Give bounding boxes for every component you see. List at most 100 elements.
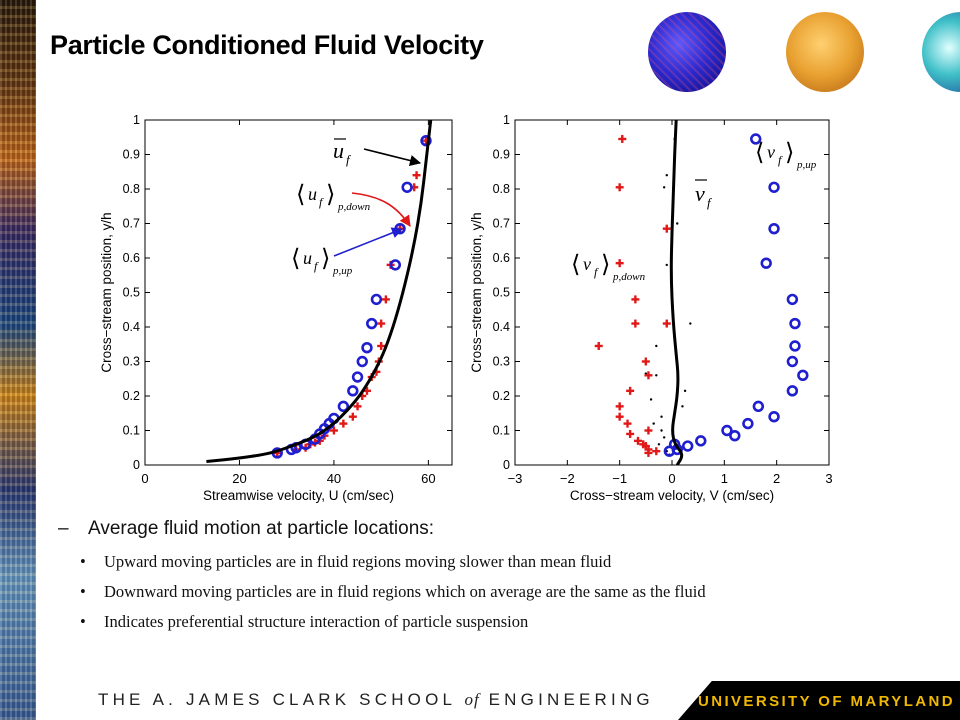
bullet-list: – Average fluid motion at particle locati…	[58, 518, 938, 642]
down-particle-point	[615, 183, 624, 192]
mean-fluid-velocity-line	[669, 119, 684, 466]
svg-text:v: v	[695, 181, 705, 206]
x-tick-label: 2	[773, 471, 780, 486]
up-particle-point	[351, 371, 364, 383]
decorative-orb-blue	[648, 12, 726, 92]
mean-sample-dot	[649, 398, 653, 401]
down-particle-point	[615, 402, 624, 411]
annotation-down-right: ⟨ v f ⟩ p,down	[571, 252, 646, 283]
down-particle-point	[623, 419, 632, 428]
up-particle-point	[752, 400, 765, 413]
svg-text:f: f	[594, 265, 599, 279]
down-particle-point	[652, 447, 661, 456]
mean-sample-dot	[652, 422, 655, 425]
svg-text:p,up: p,up	[332, 265, 353, 277]
decorative-orb-gold	[786, 12, 864, 92]
up-particle-point	[366, 317, 378, 330]
up-particle-point	[721, 424, 733, 437]
up-particle-point	[347, 385, 359, 397]
svg-text:⟨: ⟨	[571, 252, 580, 278]
y-tick-label: 0	[503, 458, 510, 472]
y-tick-label: 0.2	[493, 389, 510, 403]
down-particle-point	[377, 319, 386, 328]
x-axis-label: Streamwise velocity, U (cm/sec)	[203, 488, 394, 503]
svg-text:⟨: ⟨	[755, 140, 764, 166]
mean-sample-dot	[665, 174, 668, 177]
down-particle-point	[412, 171, 421, 180]
svg-text:p,down: p,down	[612, 271, 646, 283]
y-tick-label: 0.1	[123, 424, 140, 438]
slide-title: Particle Conditioned Fluid Velocity	[50, 30, 484, 60]
svg-text:v: v	[767, 142, 775, 162]
down-particle-point	[662, 319, 671, 328]
mean-sample-dot	[689, 322, 692, 325]
mean-sample-dot	[665, 263, 668, 267]
left-plot-frame	[144, 119, 453, 466]
down-particle-point	[615, 259, 624, 268]
svg-text:⟩: ⟩	[326, 182, 335, 208]
mean-sample-dot	[683, 389, 687, 393]
y-tick-label: 0.3	[123, 355, 140, 369]
bullet-main: – Average fluid motion at particle locati…	[58, 518, 435, 539]
up-particle-point	[695, 435, 707, 447]
down-particle-point	[381, 295, 390, 304]
down-particle-point	[615, 412, 624, 421]
up-particle-point	[370, 293, 383, 306]
svg-text:f: f	[778, 153, 783, 167]
up-particle-point	[768, 222, 780, 235]
y-tick-label: 0.5	[493, 286, 510, 300]
svg-text:f: f	[707, 195, 713, 210]
svg-text:⟨: ⟨	[291, 246, 300, 272]
down-particle-point	[377, 341, 386, 350]
y-tick-label: 0.9	[123, 148, 140, 162]
y-tick-label: 0.8	[123, 182, 140, 196]
annotation-up-left: ⟨ u f ⟩ p,up	[291, 227, 404, 277]
down-particle-point	[631, 295, 640, 304]
annotation-mean-right: v f	[695, 179, 713, 210]
footer-black-band	[678, 681, 960, 720]
up-particle-point	[786, 355, 799, 368]
down-particle-point	[618, 134, 627, 143]
svg-text:⟩: ⟩	[321, 246, 330, 272]
svg-text:v: v	[583, 254, 591, 274]
mean-sample-dot	[662, 186, 666, 189]
svg-text:⟩: ⟩	[785, 140, 794, 166]
down-particle-point	[631, 319, 640, 328]
cross-stream-velocity-chart: −3 −2 −1 0 1 2 3 0 0.1 0.2 0.3 0.4 0.5 0.6 0.7 0.8 0.9 1 C…	[469, 113, 833, 503]
up-particle-point	[389, 259, 402, 271]
x-tick-label: 40	[327, 471, 341, 486]
footer-school-a: THE A. JAMES CLARK SCHOOL	[98, 690, 465, 709]
svg-text:p,up: p,up	[796, 159, 817, 171]
y-tick-label: 0.7	[493, 217, 510, 231]
x-tick-label: 0	[141, 471, 148, 486]
y-tick-label: 0	[133, 458, 140, 472]
bullet-item: Downward moving particles are in fluid r…	[80, 582, 938, 602]
down-particle-point	[662, 224, 671, 233]
annotation-down-left: ⟨ u f ⟩ p,down	[296, 182, 411, 227]
up-particle-point	[750, 133, 762, 145]
mean-sample-dot	[660, 429, 663, 432]
up-particle-point	[420, 135, 432, 147]
y-axis-label: Cross−stream position, y/h	[99, 212, 114, 372]
annotation-up-right: ⟨ v f ⟩ p,up	[755, 140, 817, 171]
y-tick-label: 0.1	[493, 424, 510, 438]
up-particle-point	[768, 181, 780, 193]
up-particle-point	[789, 317, 801, 330]
mean-sample-dot	[657, 443, 661, 446]
y-tick-label: 0.5	[123, 286, 140, 300]
up-particle-point	[786, 293, 799, 306]
svg-text:f: f	[314, 259, 319, 273]
x-tick-label: −3	[508, 471, 523, 486]
svg-text:f: f	[346, 152, 352, 167]
up-particle-point	[786, 385, 799, 397]
x-tick-label: 0	[668, 471, 675, 486]
footer-school-name: THE A. JAMES CLARK SCHOOL of ENGINEERING	[98, 690, 654, 710]
up-particle-point	[768, 411, 780, 423]
svg-text:f: f	[319, 195, 324, 209]
up-particle-point	[356, 355, 368, 368]
up-particle-point	[729, 429, 741, 442]
footer-university-name: UNIVERSITY OF MARYLAND	[698, 693, 955, 710]
svg-text:u: u	[308, 184, 317, 204]
down-particle-point	[329, 426, 338, 435]
